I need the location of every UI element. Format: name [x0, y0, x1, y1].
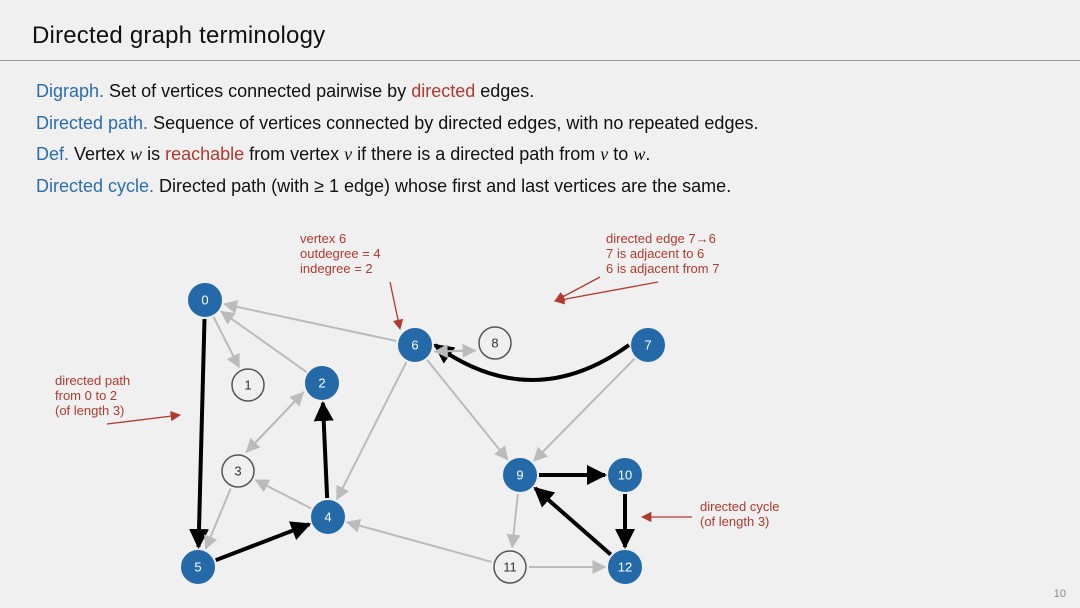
edge-7-9: [534, 359, 635, 461]
svg-text:1: 1: [244, 378, 251, 393]
annotation-edge-7-6: directed edge 7→67 is adjacent to 66 is …: [555, 231, 719, 301]
def-directed-cycle: Directed cycle. Directed path (with ≥ 1 …: [36, 172, 1044, 202]
edge-5-4: [216, 524, 310, 560]
page-title: Directed graph terminology: [0, 0, 1080, 61]
svg-text:9: 9: [516, 468, 523, 483]
edge-6-0: [225, 304, 397, 341]
node-6: 6: [399, 329, 431, 361]
node-1: 1: [232, 369, 264, 401]
edge-2-0: [221, 312, 306, 372]
edge-12-9: [535, 488, 611, 554]
svg-text:from 0 to 2: from 0 to 2: [55, 388, 117, 403]
node-9: 9: [504, 459, 536, 491]
svg-text:12: 12: [618, 560, 632, 575]
svg-text:5: 5: [194, 560, 201, 575]
svg-text:(of length 3): (of length 3): [55, 403, 124, 418]
edge-0-1: [214, 317, 239, 367]
annotation-vertex-6: vertex 6outdegree = 4indegree = 2: [300, 231, 400, 329]
node-2: 2: [306, 367, 338, 399]
def-digraph: Digraph. Set of vertices connected pairw…: [36, 77, 1044, 107]
node-0: 0: [189, 284, 221, 316]
edge-3-2: [246, 393, 303, 453]
svg-text:11: 11: [503, 560, 517, 575]
edge-8-6: [435, 350, 476, 351]
node-10: 10: [609, 459, 641, 491]
edge-3-5: [206, 489, 231, 549]
svg-text:3: 3: [234, 464, 241, 479]
svg-text:10: 10: [618, 468, 632, 483]
edge-4-2: [323, 403, 327, 498]
svg-text:0: 0: [201, 293, 208, 308]
annotation-directed-cycle: directed cycle(of length 3): [642, 499, 779, 529]
page-number: 10: [1054, 588, 1066, 600]
edge-9-11: [512, 494, 518, 547]
term: Digraph.: [36, 81, 104, 101]
edge-6-4: [337, 362, 406, 499]
svg-text:6 is adjacent from 7: 6 is adjacent from 7: [606, 261, 719, 276]
svg-text:directed edge 7→6: directed edge 7→6: [606, 231, 716, 246]
definitions-block: Digraph. Set of vertices connected pairw…: [0, 61, 1080, 202]
node-11: 11: [494, 551, 526, 583]
edge-0-5: [199, 319, 205, 547]
def-directed-path: Directed path. Sequence of vertices conn…: [36, 109, 1044, 139]
node-3: 3: [222, 455, 254, 487]
svg-text:2: 2: [318, 376, 325, 391]
edge-11-4: [347, 522, 491, 562]
svg-text:directed cycle: directed cycle: [700, 499, 779, 514]
edge-4-3: [256, 480, 311, 508]
svg-text:directed path: directed path: [55, 373, 130, 388]
node-12: 12: [609, 551, 641, 583]
digraph-diagram: 0123456789101112 directed pathfrom 0 to …: [0, 225, 1080, 585]
svg-text:indegree = 2: indegree = 2: [300, 261, 373, 276]
annotation-directed-path: directed pathfrom 0 to 2(of length 3): [55, 373, 180, 424]
svg-text:8: 8: [491, 336, 498, 351]
svg-text:6: 6: [411, 338, 418, 353]
svg-text:outdegree = 4: outdegree = 4: [300, 246, 381, 261]
svg-text:vertex 6: vertex 6: [300, 231, 346, 246]
node-7: 7: [632, 329, 664, 361]
svg-text:4: 4: [324, 510, 331, 525]
node-5: 5: [182, 551, 214, 583]
node-8: 8: [479, 327, 511, 359]
node-4: 4: [312, 501, 344, 533]
svg-text:7 is adjacent to 6: 7 is adjacent to 6: [606, 246, 704, 261]
svg-text:(of length 3): (of length 3): [700, 514, 769, 529]
def-reachable: Def. Vertex w is reachable from vertex v…: [36, 140, 1044, 170]
svg-text:7: 7: [644, 338, 651, 353]
